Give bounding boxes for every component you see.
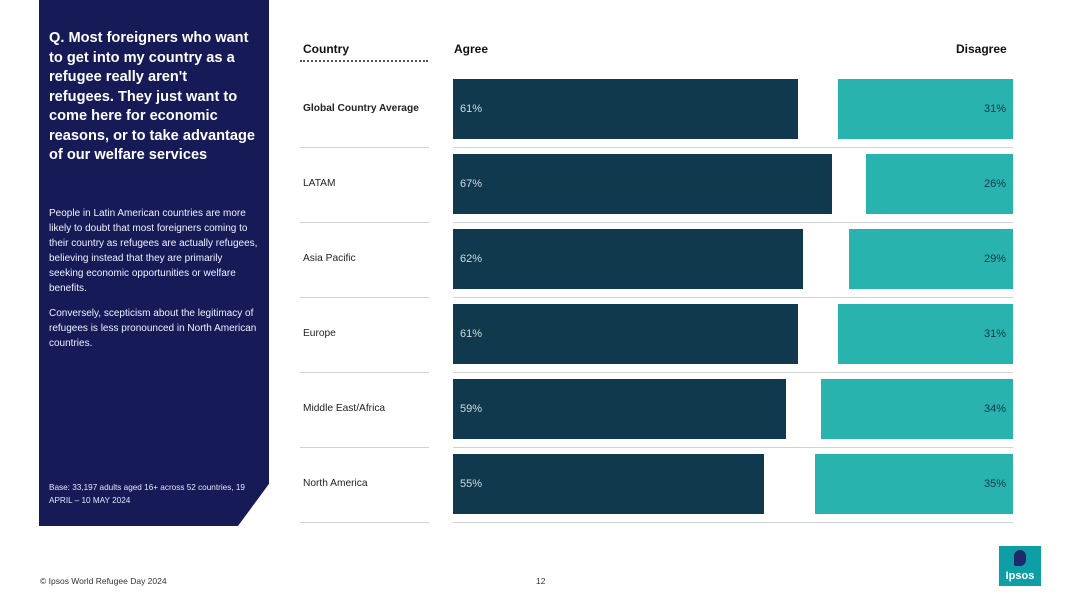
logo-mark-icon bbox=[1014, 550, 1026, 566]
agree-bar: 61% bbox=[453, 79, 798, 139]
category-label: Asia Pacific bbox=[303, 253, 356, 264]
side-panel: Q. Most foreigners who want to get into … bbox=[39, 0, 269, 526]
header-country: Country bbox=[303, 42, 349, 56]
header-divider bbox=[300, 60, 428, 62]
disagree-value-label: 35% bbox=[983, 478, 1006, 490]
row-separator bbox=[453, 372, 1013, 373]
category-label: North America bbox=[303, 478, 368, 489]
disagree-value-label: 26% bbox=[983, 178, 1006, 190]
disagree-value-label: 31% bbox=[983, 103, 1006, 115]
agree-value-label: 67% bbox=[460, 178, 483, 190]
disagree-bar: 31% bbox=[838, 304, 1013, 364]
row-separator bbox=[300, 372, 429, 373]
agree-bar: 61% bbox=[453, 304, 798, 364]
agree-bar: 62% bbox=[453, 229, 803, 289]
category-label: Europe bbox=[303, 328, 336, 339]
agree-value-label: 61% bbox=[460, 328, 483, 340]
category-label: LATAM bbox=[303, 178, 336, 189]
agree-bar: 67% bbox=[453, 154, 832, 214]
footer-source: © Ipsos World Refugee Day 2024 bbox=[40, 576, 167, 586]
agree-bar: 55% bbox=[453, 454, 764, 514]
page-number: 12 bbox=[536, 576, 546, 586]
disagree-bar: 26% bbox=[866, 154, 1013, 214]
insight-paragraph-1: People in Latin American countries are m… bbox=[49, 208, 258, 294]
row-separator bbox=[300, 447, 429, 448]
disagree-bar: 29% bbox=[849, 229, 1013, 289]
insight-paragraph-2: Conversely, scepticism about the legitim… bbox=[49, 308, 257, 349]
agree-value-label: 62% bbox=[460, 253, 483, 265]
base-note: Base: 33,197 adults aged 16+ across 52 c… bbox=[49, 483, 245, 505]
disagree-value-label: 31% bbox=[983, 328, 1006, 340]
disagree-bar: 31% bbox=[838, 79, 1013, 139]
row-separator bbox=[453, 447, 1013, 448]
row-separator bbox=[453, 222, 1013, 223]
row-separator bbox=[453, 147, 1013, 148]
disagree-bar: 35% bbox=[815, 454, 1013, 514]
header-disagree: Disagree bbox=[956, 42, 1007, 56]
disagree-bar: 34% bbox=[821, 379, 1013, 439]
row-separator bbox=[300, 222, 429, 223]
agree-value-label: 59% bbox=[460, 403, 483, 415]
agree-value-label: 61% bbox=[460, 103, 483, 115]
row-separator bbox=[453, 297, 1013, 298]
category-label: Middle East/Africa bbox=[303, 403, 386, 414]
header-agree: Agree bbox=[454, 42, 489, 56]
row-separator bbox=[453, 522, 1013, 523]
row-separator bbox=[300, 522, 429, 523]
category-label: Global Country Average bbox=[303, 103, 419, 114]
row-separator bbox=[300, 147, 429, 148]
agree-value-label: 55% bbox=[460, 478, 483, 490]
agree-bar: 59% bbox=[453, 379, 786, 439]
question-text: Q. Most foreigners who want to get into … bbox=[49, 30, 256, 163]
disagree-value-label: 29% bbox=[983, 253, 1006, 265]
logo-text: Ipsos bbox=[1005, 570, 1035, 582]
ipsos-logo: Ipsos bbox=[999, 546, 1041, 586]
disagree-value-label: 34% bbox=[983, 403, 1006, 415]
row-separator bbox=[300, 297, 429, 298]
